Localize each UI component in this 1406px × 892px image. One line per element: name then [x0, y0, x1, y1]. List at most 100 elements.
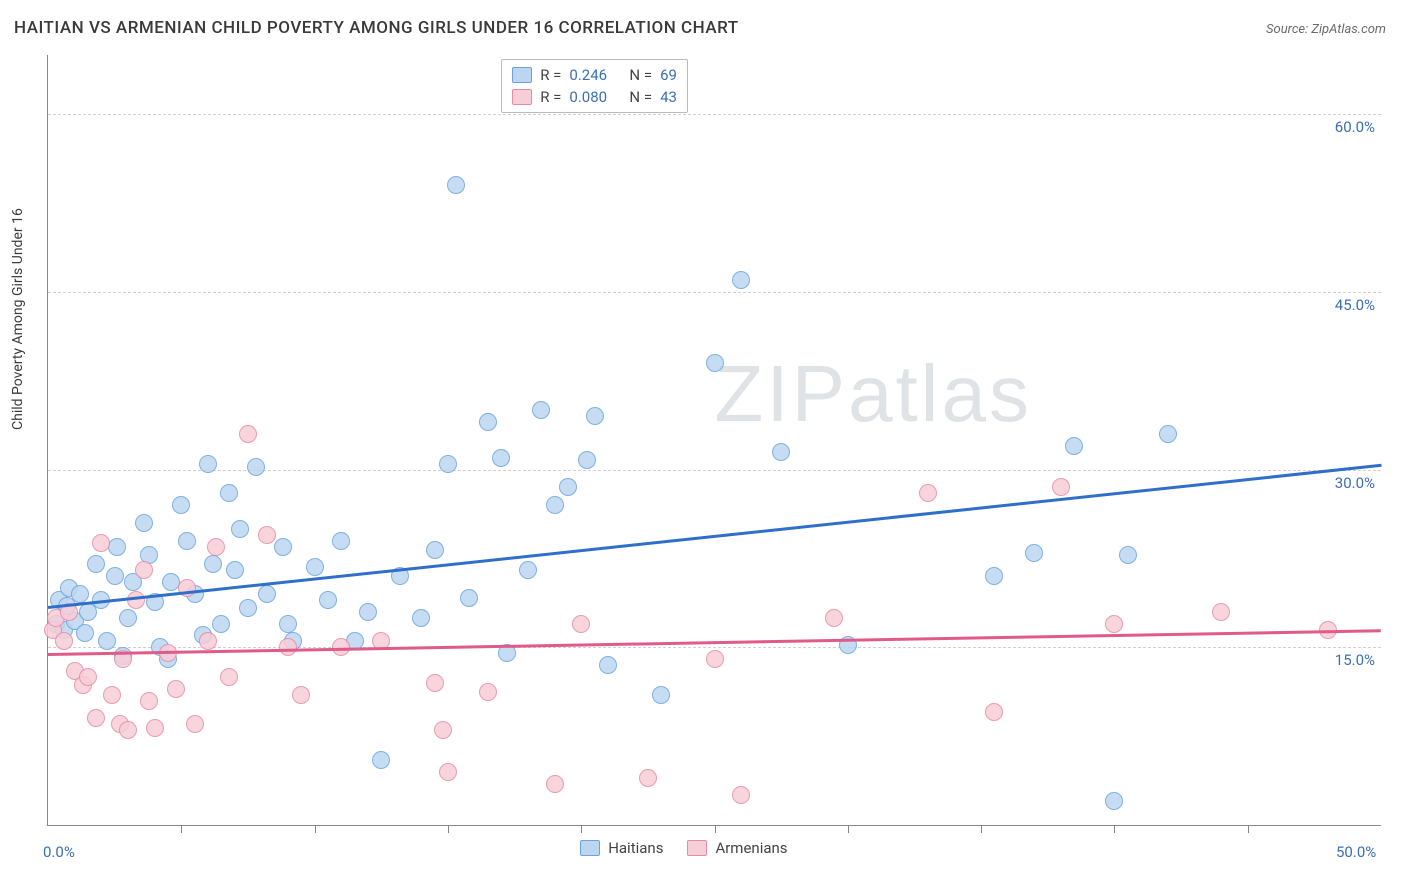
data-point: [825, 609, 843, 627]
legend-n-label: N =: [629, 66, 652, 84]
data-point: [306, 558, 324, 576]
data-point: [226, 561, 244, 579]
data-point: [492, 449, 510, 467]
data-point: [146, 719, 164, 737]
x-max-label: 50.0%: [1336, 843, 1376, 861]
x-tick: [315, 825, 316, 833]
data-point: [106, 567, 124, 585]
legend-r-value: 0.246: [569, 66, 621, 84]
gridline: [48, 647, 1381, 648]
data-point: [186, 715, 204, 733]
data-point: [1212, 603, 1230, 621]
data-point: [426, 541, 444, 559]
data-point: [332, 532, 350, 550]
data-point: [207, 538, 225, 556]
watermark: ZIPatlas: [715, 348, 1032, 440]
data-point: [706, 650, 724, 668]
y-axis-label: Child Poverty Among Girls Under 16: [10, 208, 26, 430]
y-tick-label: 45.0%: [1335, 296, 1375, 314]
x-tick: [715, 825, 716, 833]
data-point: [279, 615, 297, 633]
data-point: [71, 585, 89, 603]
legend-swatch: [512, 67, 532, 83]
data-point: [732, 271, 750, 289]
data-point: [732, 786, 750, 804]
data-point: [220, 668, 238, 686]
data-point: [319, 591, 337, 609]
legend-n-value: 69: [660, 66, 677, 84]
x-tick: [448, 825, 449, 833]
x-tick: [581, 825, 582, 833]
data-point: [140, 692, 158, 710]
data-point: [199, 455, 217, 473]
data-point: [92, 534, 110, 552]
data-point: [98, 632, 116, 650]
data-point: [639, 769, 657, 787]
data-point: [76, 624, 94, 642]
data-point: [258, 526, 276, 544]
data-point: [985, 567, 1003, 585]
data-point: [103, 686, 121, 704]
data-point: [479, 413, 497, 431]
data-point: [652, 686, 670, 704]
x-tick: [848, 825, 849, 833]
data-point: [372, 751, 390, 769]
legend-swatch: [512, 89, 532, 105]
gridline: [48, 292, 1381, 293]
y-tick-label: 15.0%: [1335, 651, 1375, 669]
stats-legend: R =0.246N =69R =0.080N =43: [501, 59, 688, 113]
data-point: [434, 721, 452, 739]
data-point: [546, 496, 564, 514]
data-point: [439, 455, 457, 473]
source-label: Source: ZipAtlas.com: [1266, 22, 1386, 37]
legend-r-value: 0.080: [569, 88, 621, 106]
legend-r-label: R =: [540, 88, 561, 106]
data-point: [239, 599, 257, 617]
data-point: [204, 555, 222, 573]
chart-title: HAITIAN VS ARMENIAN CHILD POVERTY AMONG …: [14, 18, 739, 38]
data-point: [1052, 478, 1070, 496]
data-point: [532, 401, 550, 419]
data-point: [135, 561, 153, 579]
data-point: [559, 478, 577, 496]
data-point: [985, 703, 1003, 721]
data-point: [599, 656, 617, 674]
data-point: [119, 609, 137, 627]
legend-series-name: Armenians: [715, 839, 787, 857]
series-legend: Haitians Armenians: [580, 839, 787, 857]
gridline: [48, 114, 1381, 115]
data-point: [220, 484, 238, 502]
data-point: [119, 721, 137, 739]
data-point: [546, 775, 564, 793]
y-tick-label: 60.0%: [1335, 118, 1375, 136]
data-point: [274, 538, 292, 556]
y-tick-label: 30.0%: [1335, 474, 1375, 492]
data-point: [172, 496, 190, 514]
data-point: [1119, 546, 1137, 564]
scatter-chart: 15.0% 30.0% 45.0% 60.0% ZIPatlas R = 0.246 N = 6…: [47, 55, 1381, 826]
data-point: [231, 520, 249, 538]
data-point: [572, 615, 590, 633]
data-point: [1025, 544, 1043, 562]
data-point: [87, 555, 105, 573]
x-tick: [1248, 825, 1249, 833]
data-point: [479, 683, 497, 701]
data-point: [258, 585, 276, 603]
data-point: [292, 686, 310, 704]
data-point: [1159, 425, 1177, 443]
legend-n-value: 43: [660, 88, 677, 106]
data-point: [519, 561, 537, 579]
data-point: [426, 674, 444, 692]
data-point: [919, 484, 937, 502]
data-point: [55, 632, 73, 650]
legend-r-label: R =: [540, 66, 561, 84]
data-point: [135, 514, 153, 532]
data-point: [447, 176, 465, 194]
data-point: [178, 532, 196, 550]
x-min-label: 0.0%: [43, 843, 75, 861]
data-point: [772, 443, 790, 461]
legend-series-name: Haitians: [608, 839, 663, 857]
data-point: [586, 407, 604, 425]
data-point: [239, 425, 257, 443]
data-point: [439, 763, 457, 781]
